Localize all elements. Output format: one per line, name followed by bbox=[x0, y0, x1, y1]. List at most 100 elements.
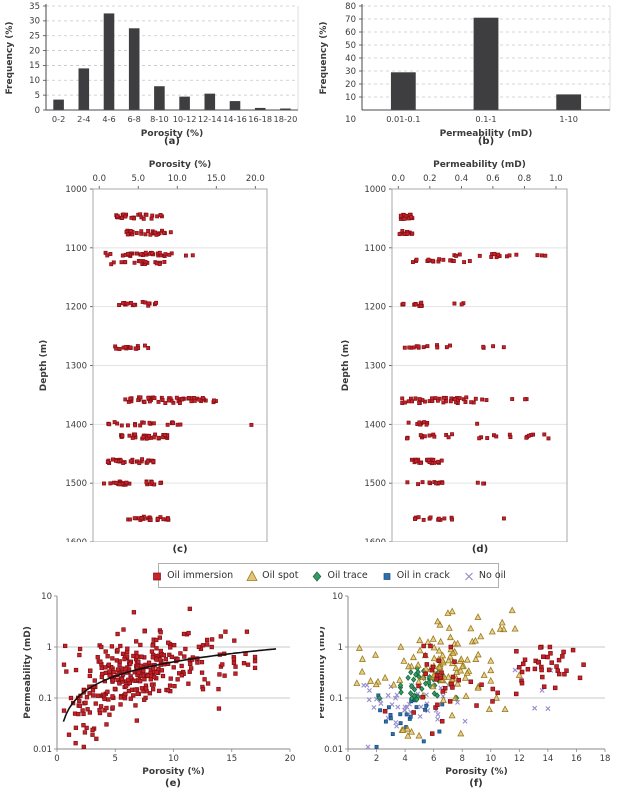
svg-text:0.1: 0.1 bbox=[38, 694, 52, 704]
svg-text:15.0: 15.0 bbox=[207, 174, 226, 184]
svg-text:25: 25 bbox=[29, 32, 40, 42]
svg-text:2-4: 2-4 bbox=[77, 114, 90, 124]
svg-text:10: 10 bbox=[345, 115, 356, 125]
svg-text:20: 20 bbox=[29, 46, 40, 56]
svg-text:10: 10 bbox=[485, 754, 496, 764]
svg-text:10: 10 bbox=[41, 592, 52, 602]
svg-text:5: 5 bbox=[35, 91, 40, 101]
panel-f-poro-perm-by-oil-show: 10 1 0.1 0.01 0 2 4 6 8 10 12 14 16 18 Porosity (%) Per… bbox=[320, 588, 616, 793]
legend-item-oil-in-crack: Oil in crack bbox=[381, 570, 450, 582]
caption-b: (b) bbox=[477, 136, 495, 147]
svg-text:0: 0 bbox=[345, 754, 350, 764]
svg-text:1300: 1300 bbox=[65, 362, 87, 372]
svg-text:10: 10 bbox=[29, 76, 40, 86]
panel-c-porosity-depth: 1000 1100 1200 1300 1400 1500 1600 0.0 5.0 10.0 15… bbox=[30, 158, 310, 562]
square-marker-icon bbox=[153, 572, 161, 580]
poro-perm-crossplot-chart: 10 1 0.1 0.010 5 10 15 20 Porosity (%) Permeabili… bbox=[23, 592, 295, 777]
svg-text:6-8: 6-8 bbox=[128, 114, 141, 124]
svg-text:2: 2 bbox=[374, 754, 379, 764]
svg-text:16-18: 16-18 bbox=[248, 114, 272, 124]
svg-text:1.0: 1.0 bbox=[549, 174, 563, 184]
svg-text:0-2: 0-2 bbox=[52, 114, 65, 124]
svg-text:1: 1 bbox=[47, 643, 52, 653]
svg-text:10.0: 10.0 bbox=[168, 174, 187, 184]
svg-text:50: 50 bbox=[345, 41, 356, 51]
svg-text:0.01: 0.01 bbox=[33, 745, 52, 755]
permeability-vs-depth-chart: 1000 1100 1200 1300 1400 1500 1600 0.0 0.2 0.4 0.6… bbox=[341, 160, 568, 542]
panel-b-permeability-histogram: 10 20 30 40 50 60 70 80 10 0.01-0.1 0.1-1 1-10 Perme… bbox=[312, 0, 624, 152]
svg-text:1: 1 bbox=[338, 643, 343, 653]
triangle-marker-icon bbox=[246, 569, 258, 581]
series-oil-in-crack bbox=[374, 693, 445, 749]
svg-text:12: 12 bbox=[514, 754, 525, 764]
legend-label: Oil in crack bbox=[396, 570, 450, 581]
x-marker-icon bbox=[465, 572, 473, 580]
svg-text:30: 30 bbox=[29, 17, 40, 27]
svg-text:1300: 1300 bbox=[364, 362, 386, 372]
legend-label: No oil bbox=[478, 570, 506, 581]
legend-label: Oil trace bbox=[327, 570, 368, 581]
svg-text:15: 15 bbox=[226, 754, 237, 764]
svg-text:16: 16 bbox=[571, 754, 582, 764]
legend-item-oil-trace: Oil trace bbox=[311, 570, 368, 582]
svg-text:0.0: 0.0 bbox=[92, 174, 106, 184]
svg-text:1600: 1600 bbox=[65, 538, 87, 542]
svg-text:14: 14 bbox=[542, 754, 553, 764]
core-sample-points bbox=[102, 212, 254, 523]
svg-text:Permeability (mD): Permeability (mD) bbox=[23, 626, 33, 719]
legend: Oil immersion Oil spot Oil trace Oil in cra… bbox=[153, 563, 506, 588]
svg-text:1000: 1000 bbox=[65, 185, 87, 195]
svg-text:18: 18 bbox=[600, 754, 611, 764]
svg-text:0.01: 0.01 bbox=[324, 745, 343, 755]
svg-text:0.0: 0.0 bbox=[392, 174, 406, 184]
svg-text:10: 10 bbox=[168, 754, 179, 764]
svg-text:0.1: 0.1 bbox=[329, 694, 343, 704]
svg-text:5: 5 bbox=[113, 754, 118, 764]
svg-text:1400: 1400 bbox=[65, 420, 87, 430]
svg-text:1500: 1500 bbox=[65, 479, 87, 489]
svg-text:0.4: 0.4 bbox=[455, 174, 469, 184]
svg-text:35: 35 bbox=[29, 2, 40, 12]
svg-text:1-10: 1-10 bbox=[559, 114, 578, 124]
svg-text:Depth (m): Depth (m) bbox=[341, 340, 351, 391]
svg-text:5.0: 5.0 bbox=[131, 174, 145, 184]
svg-text:40: 40 bbox=[345, 54, 356, 64]
svg-text:1500: 1500 bbox=[364, 479, 386, 489]
series-oil-immersion bbox=[382, 643, 586, 736]
svg-text:1200: 1200 bbox=[364, 303, 386, 313]
svg-text:Permeability (mD): Permeability (mD) bbox=[320, 626, 327, 719]
bars bbox=[390, 17, 582, 111]
svg-text:1000: 1000 bbox=[364, 185, 386, 195]
caption-e: (e) bbox=[165, 778, 181, 789]
legend-label: Oil spot bbox=[262, 570, 299, 581]
svg-text:60: 60 bbox=[345, 28, 356, 38]
panel-e-poro-perm-crossplot: 10 1 0.1 0.01 0 5 10 15 20 Porosity (%) Permeabili… bbox=[20, 588, 312, 793]
bars bbox=[53, 13, 291, 111]
caption-d: (d) bbox=[471, 544, 489, 555]
svg-text:0.6: 0.6 bbox=[486, 174, 500, 184]
caption-c: (c) bbox=[172, 544, 188, 555]
svg-text:Depth (m): Depth (m) bbox=[39, 340, 49, 391]
legend-item-oil-immersion: Oil immersion bbox=[151, 570, 233, 582]
svg-text:Porosity (%): Porosity (%) bbox=[141, 129, 203, 139]
core-sample-points bbox=[397, 212, 551, 522]
svg-text:Porosity (%): Porosity (%) bbox=[445, 767, 507, 777]
series-core-samples bbox=[61, 606, 258, 750]
square-marker-icon bbox=[383, 572, 391, 580]
svg-text:18-20: 18-20 bbox=[274, 114, 298, 124]
svg-text:Permeability (mD): Permeability (mD) bbox=[440, 129, 533, 139]
svg-text:1100: 1100 bbox=[65, 244, 87, 254]
svg-text:0.8: 0.8 bbox=[518, 174, 532, 184]
porosity-histogram-chart: 0 5 10 15 20 25 30 35 0-2 2-4 4-6 6-8 8-10 10-12 12-14… bbox=[5, 2, 299, 139]
svg-text:4: 4 bbox=[402, 754, 407, 764]
svg-text:0.1-1: 0.1-1 bbox=[475, 114, 496, 124]
svg-text:1200: 1200 bbox=[65, 303, 87, 313]
svg-text:8-10: 8-10 bbox=[150, 114, 169, 124]
permeability-histogram-chart: 10 20 30 40 50 60 70 80 10 0.01-0.1 0.1-1 1-10 Perme… bbox=[319, 2, 611, 139]
svg-text:Frequency (%): Frequency (%) bbox=[5, 21, 15, 94]
svg-text:20: 20 bbox=[345, 80, 356, 90]
svg-text:6: 6 bbox=[431, 754, 436, 764]
svg-text:80: 80 bbox=[345, 2, 356, 12]
svg-text:1100: 1100 bbox=[364, 244, 386, 254]
svg-text:10-12: 10-12 bbox=[173, 114, 197, 124]
